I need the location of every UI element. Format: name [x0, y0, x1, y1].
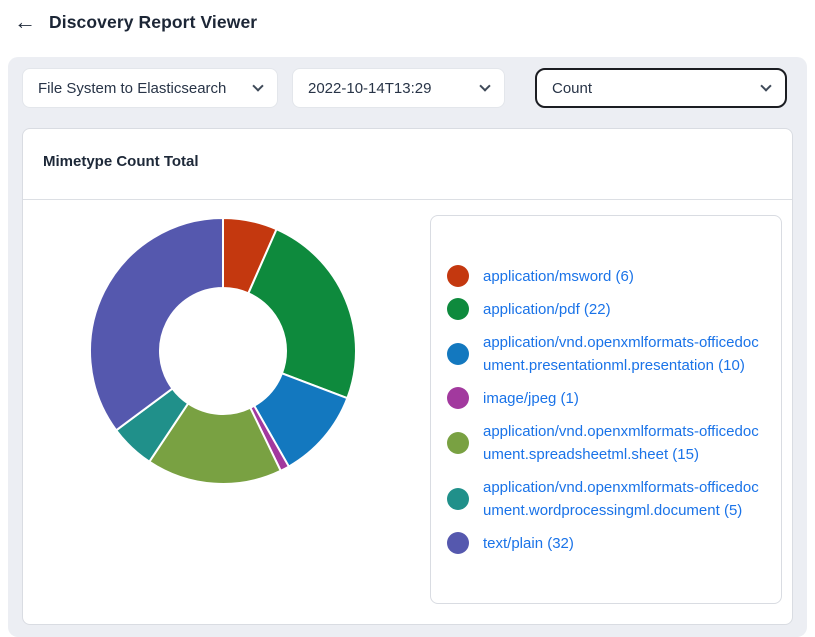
report-source-dropdown[interactable]: File System to Elasticsearch: [22, 68, 278, 108]
report-date-value: 2022-10-14T13:29: [308, 80, 431, 97]
legend-label: application/vnd.openxmlformats-officedoc…: [483, 476, 765, 522]
legend-item-wordprocessing[interactable]: application/vnd.openxmlformats-officedoc…: [447, 476, 765, 522]
metric-dropdown[interactable]: Count: [535, 68, 787, 108]
pie-slice-pdf[interactable]: [248, 229, 356, 398]
legend-bullet-icon: [447, 298, 469, 320]
pie-slice-txt[interactable]: [90, 218, 223, 430]
legend-bullet-icon: [447, 343, 469, 365]
legend-bullet-icon: [447, 432, 469, 454]
legend-label: application/vnd.openxmlformats-officedoc…: [483, 331, 765, 377]
report-source-value: File System to Elasticsearch: [38, 80, 226, 97]
page-title: Discovery Report Viewer: [49, 12, 257, 33]
legend-bullet-icon: [447, 532, 469, 554]
content-panel: File System to Elasticsearch 2022-10-14T…: [8, 57, 807, 637]
page-header: ← Discovery Report Viewer: [14, 11, 257, 33]
chevron-down-icon: [252, 80, 263, 91]
discovery-report-viewer-app: ← Discovery Report Viewer File System to…: [0, 0, 815, 637]
legend-item-jpeg[interactable]: image/jpeg (1): [447, 387, 765, 410]
chart-legend: application/msword (6) application/pdf (…: [430, 215, 782, 604]
back-arrow-icon[interactable]: ←: [14, 11, 36, 33]
legend-item-presentation[interactable]: application/vnd.openxmlformats-officedoc…: [447, 331, 765, 377]
card-title: Mimetype Count Total: [43, 153, 199, 170]
legend-bullet-icon: [447, 488, 469, 510]
legend-bullet-icon: [447, 265, 469, 287]
legend-label: application/vnd.openxmlformats-officedoc…: [483, 420, 765, 466]
report-date-dropdown[interactable]: 2022-10-14T13:29: [292, 68, 505, 108]
legend-bullet-icon: [447, 387, 469, 409]
legend-item-msword[interactable]: application/msword (6): [447, 265, 765, 288]
card-divider: [23, 199, 792, 200]
metric-value: Count: [552, 80, 592, 97]
donut-chart: [83, 211, 363, 491]
legend-label: text/plain (32): [483, 532, 574, 555]
chevron-down-icon: [760, 80, 771, 91]
legend-label: application/pdf (22): [483, 298, 611, 321]
legend-item-spreadsheet[interactable]: application/vnd.openxmlformats-officedoc…: [447, 420, 765, 466]
chevron-down-icon: [479, 80, 490, 91]
legend-label: image/jpeg (1): [483, 387, 579, 410]
legend-label: application/msword (6): [483, 265, 634, 288]
legend-item-pdf[interactable]: application/pdf (22): [447, 298, 765, 321]
mimetype-count-card: Mimetype Count Total application/msword …: [22, 128, 793, 625]
legend-item-textplain[interactable]: text/plain (32): [447, 532, 765, 555]
donut-chart-container: [83, 211, 363, 491]
